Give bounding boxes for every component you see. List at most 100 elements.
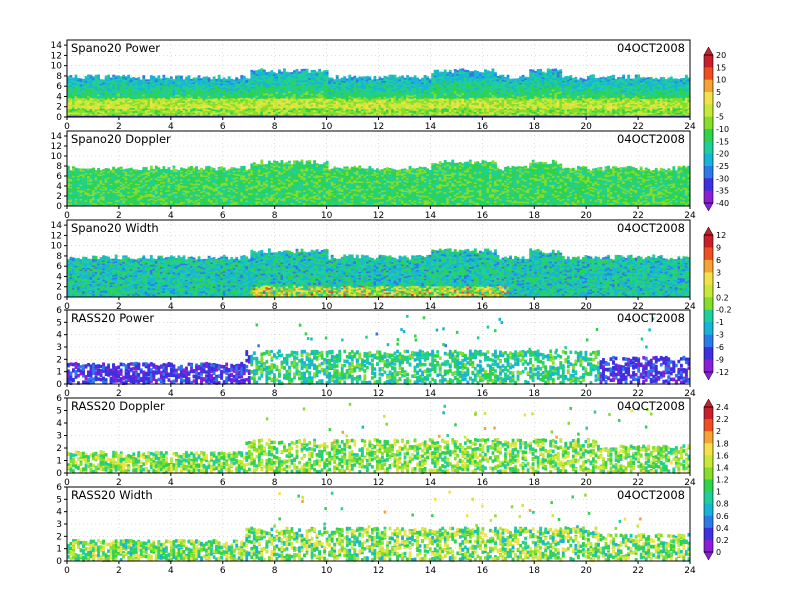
- heatmap-cell: [169, 82, 173, 85]
- heatmap-cell: [157, 86, 161, 89]
- heatmap-cell: [134, 115, 138, 118]
- heatmap-cell: [159, 108, 163, 110]
- heatmap-cell: [381, 99, 384, 101]
- heatmap-cell: [192, 88, 196, 90]
- heatmap-cell: [418, 92, 422, 95]
- heatmap-cell: [144, 111, 148, 113]
- heatmap-cell: [134, 108, 138, 110]
- heatmap-cell: [192, 91, 196, 93]
- heatmap-cell: [227, 98, 231, 101]
- heatmap-cell: [222, 77, 226, 80]
- heatmap-cell: [87, 97, 90, 100]
- heatmap-cell: [152, 83, 156, 86]
- heatmap-cell: [152, 90, 156, 92]
- heatmap-cell: [242, 82, 246, 84]
- heatmap-cell: [164, 88, 168, 91]
- heatmap-cell: [489, 80, 492, 83]
- heatmap-cell: [501, 77, 505, 80]
- heatmap-cell: [257, 69, 261, 72]
- heatmap-cell: [79, 97, 83, 100]
- heatmap-cell: [195, 97, 198, 100]
- heatmap-cell: [438, 96, 442, 99]
- heatmap-cell: [391, 84, 394, 87]
- heatmap-cell: [473, 91, 477, 94]
- heatmap-cell: [240, 107, 244, 110]
- heatmap-cell: [478, 98, 482, 101]
- heatmap-cell: [338, 100, 342, 103]
- heatmap-cell: [225, 105, 229, 108]
- heatmap-cell: [237, 114, 241, 116]
- heatmap-cell: [230, 94, 234, 97]
- heatmap-cell: [320, 97, 324, 100]
- heatmap-cell: [531, 73, 535, 76]
- heatmap-cell: [124, 115, 128, 118]
- heatmap-cell: [370, 83, 374, 86]
- heatmap-cell: [172, 90, 176, 93]
- heatmap-cell: [448, 78, 452, 82]
- heatmap-cell: [375, 92, 379, 94]
- heatmap-cell: [232, 86, 236, 89]
- heatmap-cell: [104, 80, 108, 83]
- heatmap-cell: [504, 90, 507, 93]
- heatmap-cell: [87, 89, 90, 92]
- heatmap-cell: [308, 79, 311, 82]
- heatmap-cell: [200, 102, 203, 104]
- heatmap-cell: [373, 115, 377, 118]
- heatmap-cell: [177, 81, 181, 84]
- heatmap-cell: [393, 112, 397, 115]
- heatmap-cell: [84, 102, 88, 105]
- heatmap-cell: [154, 100, 158, 103]
- heatmap-cell: [104, 93, 108, 95]
- heatmap-cell: [504, 104, 507, 107]
- heatmap-cell: [526, 97, 530, 99]
- heatmap-cell: [391, 105, 394, 108]
- heatmap-cell: [531, 91, 535, 94]
- heatmap-cell: [534, 79, 538, 82]
- heatmap-cell: [418, 103, 422, 106]
- heatmap-cell: [516, 99, 520, 101]
- heatmap-cell: [416, 86, 419, 89]
- heatmap-cell: [461, 94, 465, 97]
- heatmap-cell: [504, 76, 507, 79]
- heatmap-cell: [486, 108, 490, 111]
- heatmap-cell: [501, 115, 505, 118]
- heatmap-cell: [190, 95, 193, 97]
- heatmap-cell: [210, 95, 214, 97]
- heatmap-cell: [534, 83, 538, 86]
- heatmap-cell: [448, 115, 452, 118]
- heatmap-cell: [272, 77, 276, 80]
- heatmap-cell: [531, 102, 535, 105]
- heatmap-cell: [144, 88, 148, 90]
- heatmap-cell: [87, 103, 90, 106]
- heatmap-cell: [398, 107, 402, 110]
- heatmap-cell: [295, 80, 299, 83]
- heatmap-cell: [154, 88, 158, 91]
- heatmap-cell: [114, 110, 118, 113]
- heatmap-cell: [242, 96, 246, 99]
- heatmap-cell: [190, 109, 193, 112]
- heatmap-cell: [154, 86, 158, 89]
- heatmap-cell: [257, 100, 261, 103]
- heatmap-cell: [167, 102, 171, 104]
- heatmap-cell: [428, 114, 432, 116]
- heatmap-cell: [252, 108, 256, 111]
- heatmap-cell: [207, 100, 211, 103]
- heatmap-cell: [383, 104, 387, 107]
- heatmap-cell: [293, 102, 296, 105]
- heatmap-cell: [89, 76, 93, 79]
- heatmap-cell: [89, 105, 93, 108]
- heatmap-cell: [134, 106, 138, 109]
- heatmap-cell: [501, 86, 505, 89]
- heatmap-cell: [202, 95, 206, 98]
- heatmap-cell: [381, 94, 384, 97]
- heatmap-cell: [471, 85, 475, 88]
- heatmap-cell: [521, 95, 525, 98]
- heatmap-cell: [496, 90, 500, 93]
- heatmap-cell: [453, 87, 457, 90]
- heatmap-cell: [67, 113, 70, 116]
- heatmap-cell: [74, 86, 78, 88]
- heatmap-cell: [122, 102, 126, 105]
- heatmap-cell: [127, 76, 131, 79]
- heatmap-cell: [320, 71, 324, 74]
- heatmap-cell: [406, 83, 409, 86]
